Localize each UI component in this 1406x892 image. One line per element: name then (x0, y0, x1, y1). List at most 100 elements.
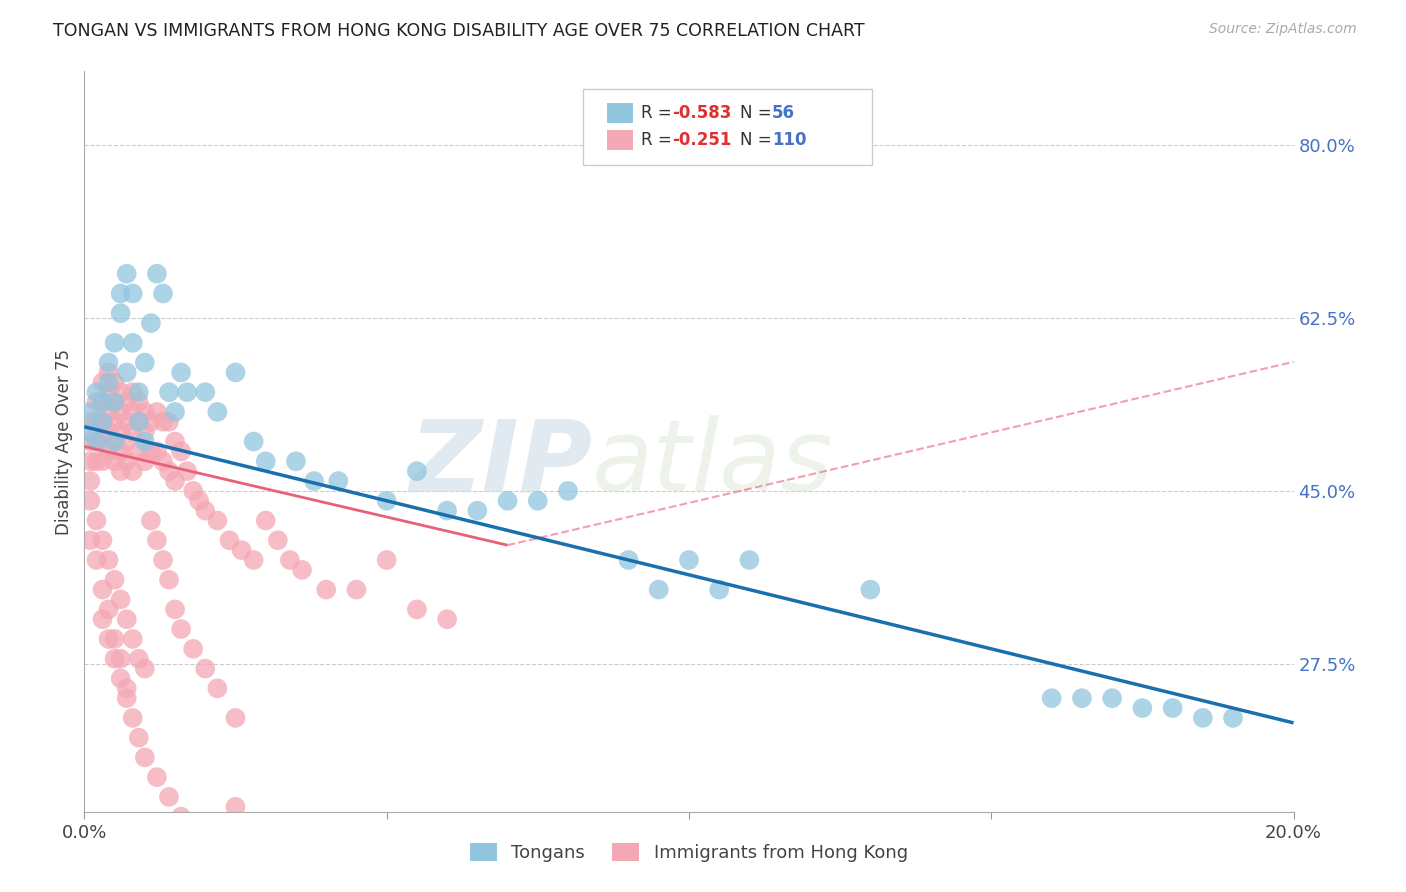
Point (170, 622, 193, 636)
Point (134, 662, 156, 676)
Point (91, 454, 114, 468)
Point (91, 376, 114, 390)
Point (375, 493, 398, 508)
Point (104, 454, 127, 468)
Point (110, 286, 132, 301)
Point (115, 681, 138, 696)
Point (91, 533, 114, 548)
Point (110, 385, 132, 400)
Point (104, 434, 127, 449)
Point (738, 553, 761, 567)
Point (165, 434, 187, 449)
Point (110, 672, 132, 686)
Point (104, 395, 127, 409)
Point (157, 464, 180, 478)
Point (165, 474, 187, 488)
Point (231, 543, 253, 558)
Point (115, 612, 138, 626)
Point (86, 514, 108, 528)
Point (110, 405, 132, 419)
Point (128, 415, 150, 429)
Text: Source: ZipAtlas.com: Source: ZipAtlas.com (1209, 22, 1357, 37)
Point (157, 573, 180, 587)
Point (134, 434, 156, 449)
Point (346, 582, 368, 597)
Point (157, 415, 180, 429)
Point (121, 632, 143, 646)
Point (242, 553, 264, 567)
Text: atlas: atlas (592, 416, 834, 512)
Point (1130, 701, 1153, 715)
Point (79, 434, 101, 449)
Point (225, 711, 247, 725)
Point (91, 434, 114, 449)
Point (91, 612, 114, 626)
Text: R =: R = (641, 104, 678, 122)
Point (194, 503, 217, 517)
Point (146, 405, 169, 419)
Point (86, 553, 108, 567)
Point (128, 731, 150, 745)
Point (152, 553, 174, 567)
Point (291, 563, 314, 577)
Point (128, 415, 150, 429)
Point (97, 376, 120, 390)
Point (115, 415, 138, 429)
Point (170, 366, 193, 380)
Point (121, 335, 143, 350)
Point (176, 385, 198, 400)
Point (436, 612, 458, 626)
Point (176, 464, 198, 478)
Point (86, 395, 108, 409)
Point (1071, 691, 1094, 706)
Point (86, 415, 108, 429)
Text: TONGAN VS IMMIGRANTS FROM HONG KONG DISABILITY AGE OVER 75 CORRELATION CHART: TONGAN VS IMMIGRANTS FROM HONG KONG DISA… (53, 22, 865, 40)
Point (134, 405, 156, 419)
Point (121, 425, 143, 439)
Point (97, 444, 120, 458)
Point (1222, 711, 1244, 725)
Point (207, 405, 229, 419)
Point (194, 385, 217, 400)
Point (97, 355, 120, 369)
Text: 110: 110 (772, 131, 807, 149)
Point (115, 434, 138, 449)
Point (91, 395, 114, 409)
Point (97, 405, 120, 419)
Point (152, 454, 174, 468)
Point (97, 385, 120, 400)
Point (115, 267, 138, 281)
Point (139, 514, 162, 528)
Y-axis label: Disability Age Over 75: Disability Age Over 75 (55, 349, 73, 534)
Point (207, 681, 229, 696)
Point (170, 444, 193, 458)
Point (91, 582, 114, 597)
Point (617, 553, 640, 567)
Point (128, 395, 150, 409)
Text: R =: R = (641, 131, 678, 149)
Point (121, 464, 143, 478)
Point (115, 395, 138, 409)
Point (218, 533, 240, 548)
Point (110, 425, 132, 439)
Point (121, 286, 143, 301)
Point (97, 553, 120, 567)
Point (79, 493, 101, 508)
Point (91, 395, 114, 409)
Point (79, 425, 101, 439)
Point (165, 405, 187, 419)
Point (242, 434, 264, 449)
Point (104, 335, 127, 350)
Point (146, 770, 169, 784)
Point (91, 415, 114, 429)
Point (709, 582, 731, 597)
Point (139, 444, 162, 458)
Point (146, 533, 169, 548)
Point (110, 306, 132, 320)
Point (1101, 691, 1123, 706)
Point (225, 366, 247, 380)
Point (146, 267, 169, 281)
Point (152, 286, 174, 301)
Point (678, 553, 700, 567)
Point (1161, 701, 1184, 715)
